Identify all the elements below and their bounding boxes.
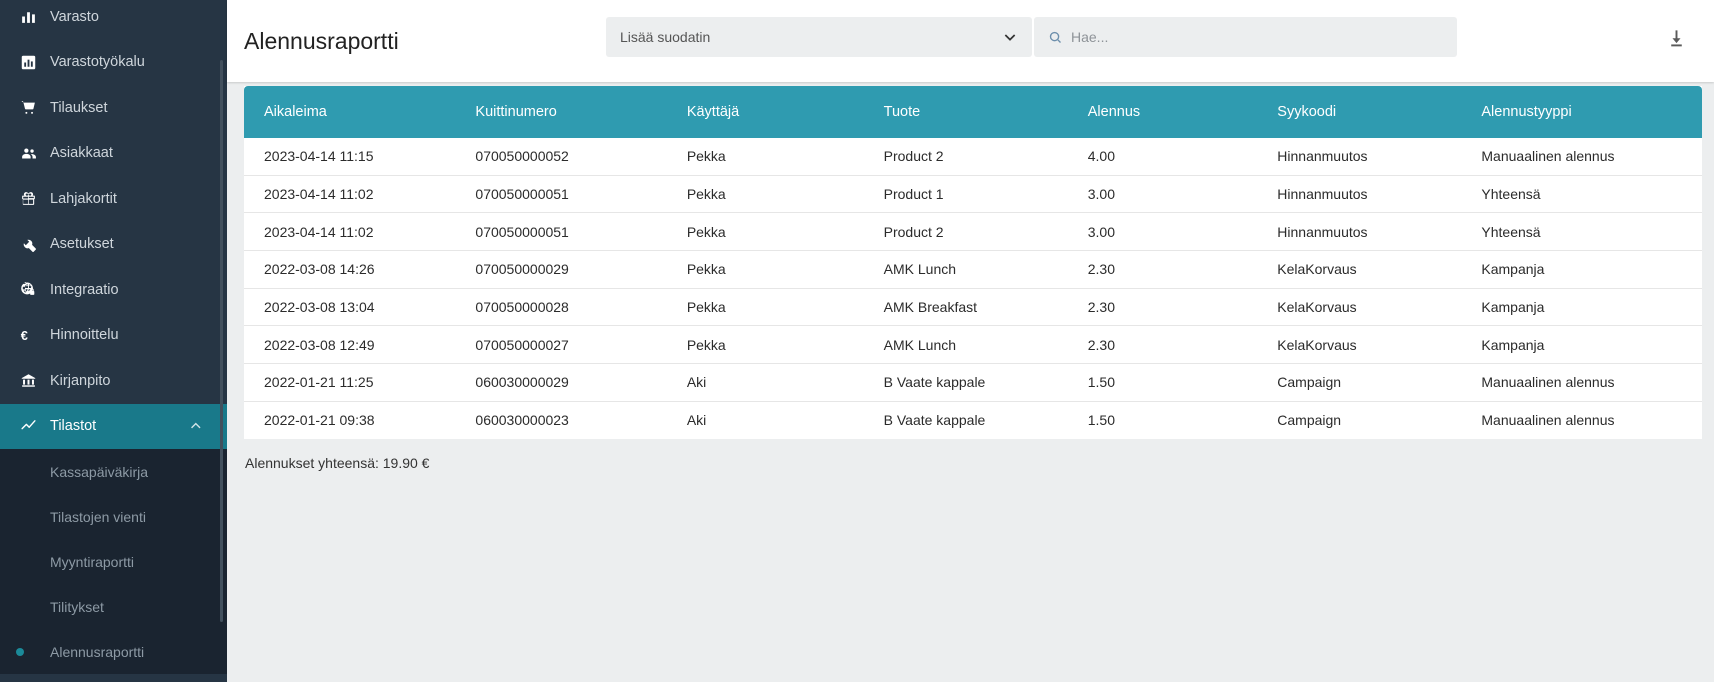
svg-text:€: €	[21, 328, 28, 343]
